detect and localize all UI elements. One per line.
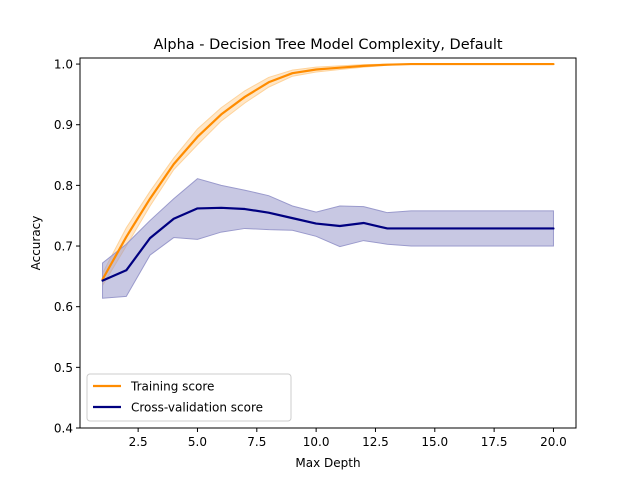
series-line-1 [101,206,555,282]
y-tick-label: 0.6 [54,300,73,314]
y-tick-label: 0.8 [54,179,73,193]
legend-label-1: Cross-validation score [131,401,263,415]
y-tick-label: 1.0 [54,58,73,72]
y-tick-label: 0.4 [54,422,73,436]
x-tick-label: 2.5 [129,435,148,449]
x-tick-label: 12.5 [362,435,389,449]
y-tick-label: 0.5 [54,361,73,375]
series-band-0 [102,63,554,288]
series-band-1 [102,178,554,299]
legend-box [86,373,292,422]
y-axis-label: Accuracy [29,216,43,271]
x-tick-label: 5.0 [188,435,207,449]
plot-area [101,62,555,299]
y-tick-label: 0.7 [54,240,73,254]
x-tick-label: 20.0 [540,435,567,449]
axes: 2.5 5.0 7.5 10.0 12.5 15.0 17.5 20.0 0.4 0.5 0.6 0.… [54,57,577,449]
x-axis-label: Max Depth [295,456,360,470]
chart-title: Alpha - Decision Tree Model Complexity, … [153,37,502,53]
legend-label-0: Training score [130,380,214,394]
axes-frame [79,57,577,429]
y-tick-label: 0.9 [54,118,73,132]
series-line-0 [101,62,555,281]
x-tick-label: 7.5 [247,435,266,449]
x-tick-label: 15.0 [421,435,448,449]
legend: Training score Cross-validation score [86,373,292,422]
x-tick-label: 10.0 [303,435,330,449]
x-tick-label: 17.5 [481,435,508,449]
